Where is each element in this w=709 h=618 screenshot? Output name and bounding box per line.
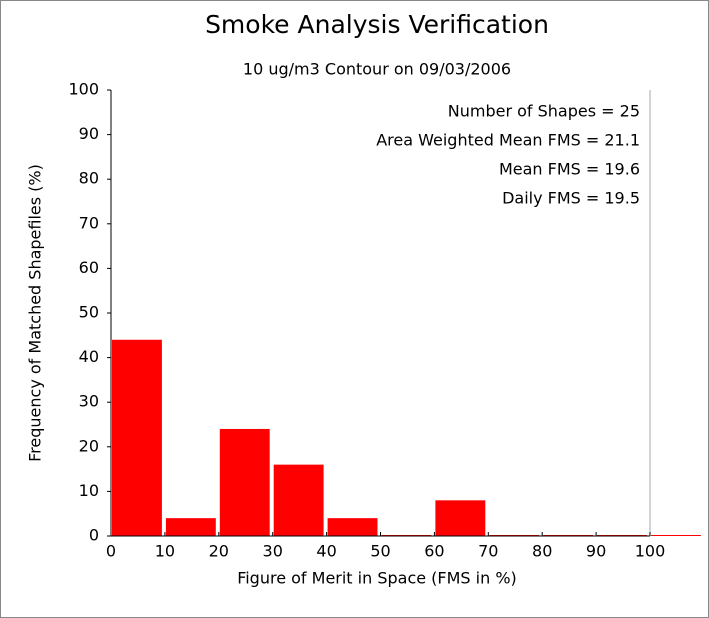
bar	[112, 339, 162, 536]
bar	[435, 500, 486, 536]
x-tick-label: 90	[586, 542, 606, 561]
y-tick-label: 10	[79, 481, 99, 500]
y-tick-label: 20	[79, 436, 99, 455]
chart-title: Smoke Analysis Verification	[205, 10, 549, 39]
bar	[165, 518, 216, 536]
y-tick-label: 90	[79, 124, 99, 143]
y-tick-label: 30	[79, 392, 99, 411]
y-tick-label: 60	[79, 258, 99, 277]
x-tick-label: 20	[209, 542, 229, 561]
annotation: Daily FMS = 19.5	[502, 189, 640, 208]
y-tick-label: 70	[79, 213, 99, 232]
bar	[651, 535, 701, 536]
x-tick-label: 60	[424, 542, 444, 561]
x-tick-label: 10	[155, 542, 175, 561]
x-tick-label: 80	[532, 542, 552, 561]
x-tick-label: 0	[106, 542, 116, 561]
x-tick-label: 100	[635, 542, 666, 561]
y-axis-label: Frequency of Matched Shapefiles (%)	[26, 164, 45, 462]
chart-subtitle: 10 ug/m3 Contour on 09/03/2006	[243, 60, 511, 79]
bar	[219, 428, 270, 536]
x-axis-label: Figure of Merit in Space (FMS in %)	[237, 569, 517, 588]
y-tick-label: 40	[79, 347, 99, 366]
x-tick-label: 70	[478, 542, 498, 561]
y-tick-label: 50	[79, 303, 99, 322]
x-tick-label: 50	[370, 542, 390, 561]
bar	[327, 518, 378, 536]
y-tick-label: 100	[68, 80, 99, 99]
x-tick-label: 40	[316, 542, 336, 561]
annotation: Area Weighted Mean FMS = 21.1	[376, 131, 640, 150]
x-tick-label: 30	[263, 542, 283, 561]
annotation: Number of Shapes = 25	[448, 102, 640, 121]
y-tick-label: 0	[89, 526, 99, 545]
annotation: Mean FMS = 19.6	[499, 160, 640, 179]
y-tick-label: 80	[79, 169, 99, 188]
bar	[273, 464, 324, 536]
